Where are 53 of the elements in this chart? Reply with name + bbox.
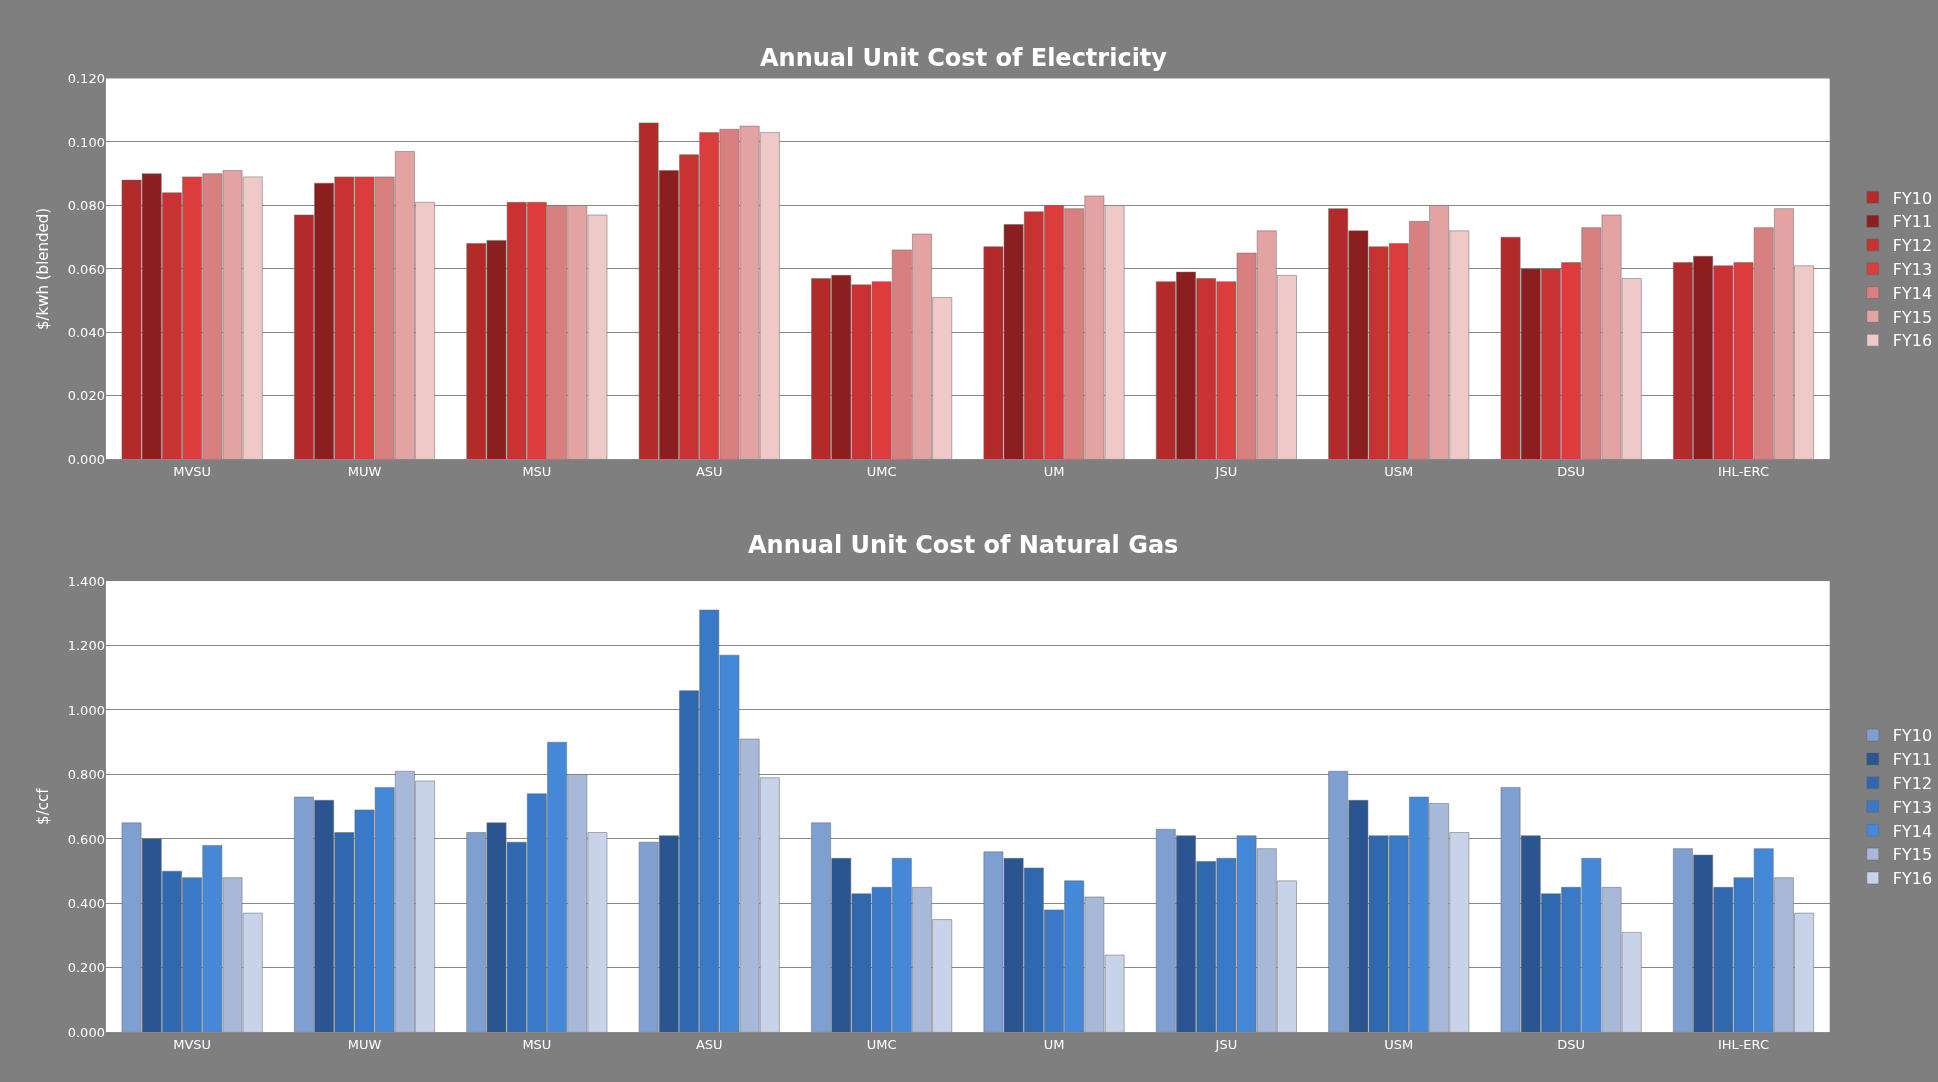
legend-label: FY16 [1892, 869, 1933, 889]
x-tick-label: UMC [866, 1036, 897, 1052]
y-tick-label: 1.200 [67, 638, 105, 654]
legend-label: FY16 [1892, 331, 1933, 351]
x-tick-label: USM [1384, 464, 1414, 480]
x-tick-label: UM [1043, 1036, 1065, 1052]
y-tick-label: 0.000 [67, 451, 105, 467]
y-axis-title: $/ccf [33, 787, 52, 825]
y-tick-label: 0.020 [67, 388, 105, 404]
legend-label: FY10 [1892, 726, 1933, 746]
x-tick-label: MUW [347, 464, 382, 480]
chart-title: Annual Unit Cost of Natural Gas [748, 531, 1179, 559]
legend-label: FY14 [1892, 821, 1933, 841]
y-tick-label: 0.100 [67, 134, 105, 150]
x-tick-label: UM [1043, 464, 1065, 480]
legend-label: FY14 [1892, 283, 1933, 303]
x-tick-label: MSU [522, 1036, 552, 1052]
x-tick-label: MSU [522, 464, 552, 480]
y-tick-label: 0.600 [67, 831, 105, 847]
x-tick-label: ASU [695, 1036, 723, 1052]
y-tick-label: 0.120 [67, 71, 105, 87]
y-tick-label: 0.040 [67, 324, 105, 340]
y-tick-label: 0.400 [67, 895, 105, 911]
legend-label: FY11 [1892, 750, 1933, 770]
y-tick-label: 1.400 [67, 573, 105, 589]
y-tick-label: 1.000 [67, 702, 105, 718]
y-tick-label: 0.060 [67, 261, 105, 277]
x-tick-label: MUW [347, 1036, 382, 1052]
y-tick-label: 0.080 [67, 198, 105, 214]
x-tick-label: JSU [1214, 1036, 1238, 1052]
x-tick-label: UMC [866, 464, 897, 480]
chart-title: Annual Unit Cost of Electricity [760, 44, 1168, 72]
y-tick-label: 0.800 [67, 767, 105, 783]
y-tick-label: 0.000 [67, 1024, 105, 1040]
x-tick-label: JSU [1214, 464, 1238, 480]
legend-label: FY12 [1892, 236, 1933, 256]
x-tick-label: ASU [695, 464, 723, 480]
legend-label: FY10 [1892, 188, 1933, 208]
y-axis-title: $/kwh (blended) [33, 207, 52, 331]
x-tick-label: DSU [1557, 464, 1586, 480]
legend-label: FY11 [1892, 212, 1933, 232]
legend-label: FY13 [1892, 259, 1933, 279]
x-tick-label: MVSU [173, 464, 212, 480]
x-tick-label: MVSU [173, 1036, 212, 1052]
x-tick-label: DSU [1557, 1036, 1586, 1052]
x-tick-label: IHL-ERC [1718, 464, 1770, 480]
legend-label: FY15 [1892, 845, 1933, 865]
x-tick-label: IHL-ERC [1718, 1036, 1770, 1052]
legend-label: FY15 [1892, 307, 1933, 327]
legend-label: FY12 [1892, 773, 1933, 793]
y-tick-label: 0.200 [67, 960, 105, 976]
x-tick-label: USM [1384, 1036, 1414, 1052]
legend-label: FY13 [1892, 797, 1933, 817]
